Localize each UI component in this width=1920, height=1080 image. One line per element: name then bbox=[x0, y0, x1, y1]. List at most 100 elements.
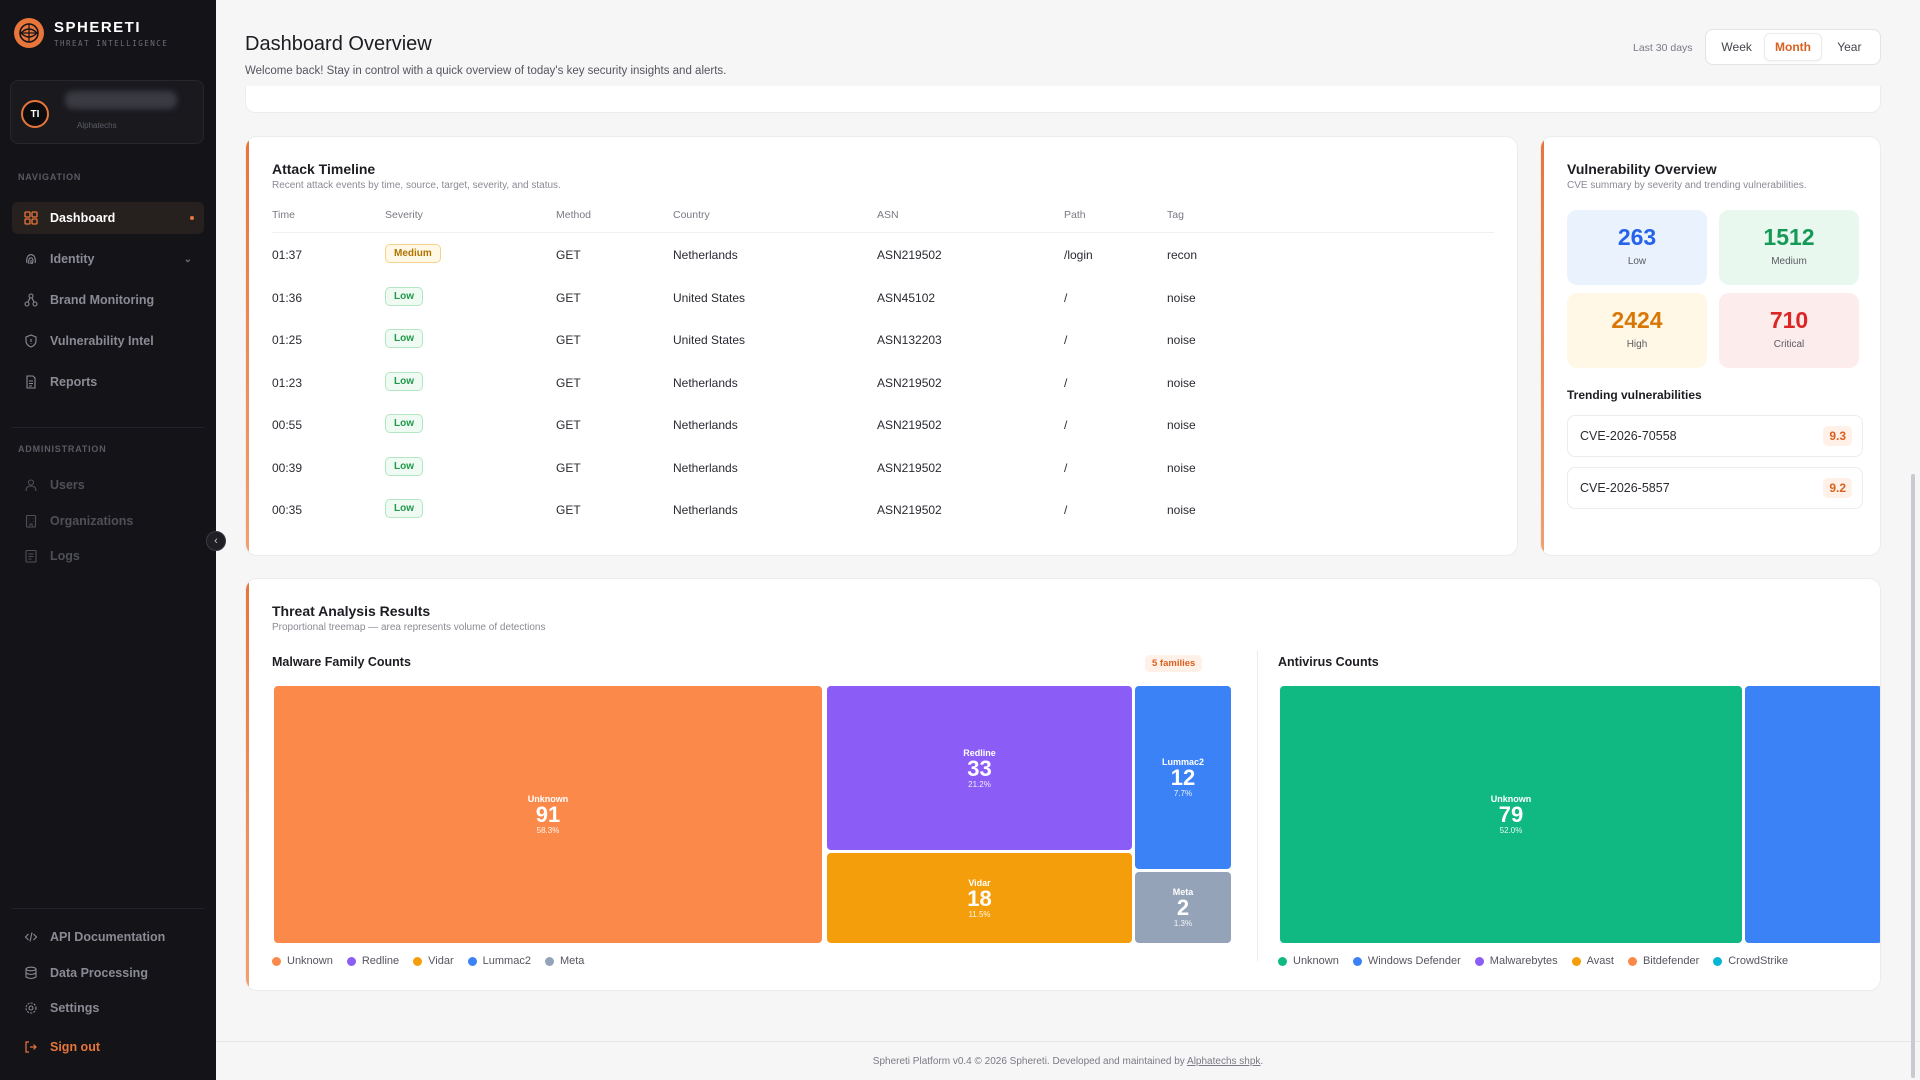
cell-tag: noise bbox=[1167, 503, 1196, 517]
cell-time: 00:39 bbox=[272, 460, 303, 475]
legend-swatch bbox=[1352, 956, 1362, 966]
legend-swatch bbox=[413, 956, 423, 966]
sidebar-item-data-processing[interactable]: Data Processing bbox=[12, 957, 204, 989]
stat-value: 710 bbox=[1769, 307, 1809, 333]
tile-name: Unknown bbox=[527, 794, 569, 804]
tile-name: Redline bbox=[963, 747, 996, 758]
table-row[interactable]: 00:39 Low GET Netherlands ASN219502 / noise bbox=[272, 446, 1494, 489]
malware-treemap-title: Malware Family Counts bbox=[272, 655, 411, 669]
legend-label: CrowdStrike bbox=[1728, 955, 1789, 967]
tile-name: Vidar bbox=[968, 877, 991, 888]
collapse-sidebar-button[interactable]: ‹ bbox=[206, 531, 226, 551]
sidebar-item-label: Settings bbox=[50, 1001, 100, 1015]
grid-icon bbox=[24, 211, 38, 225]
sidebar-item-logs[interactable]: Logs bbox=[12, 540, 204, 572]
column-header: Severity bbox=[385, 209, 423, 221]
scrollbar[interactable] bbox=[1911, 474, 1915, 1078]
antivirus-legend: Unknown Windows Defender Malwarebytes Avast… bbox=[1278, 955, 1788, 967]
legend-swatch bbox=[467, 956, 477, 966]
footer-link[interactable]: Alphatechs shpk bbox=[1187, 1056, 1261, 1067]
sidebar-item-sign-out[interactable]: Sign out bbox=[12, 1031, 204, 1063]
treemap-tile[interactable] bbox=[1745, 686, 1880, 943]
column-header: Method bbox=[556, 209, 592, 221]
cell-country: Netherlands bbox=[673, 418, 738, 432]
cell-asn: ASN45102 bbox=[877, 290, 936, 305]
sidebar-item-api-documentation[interactable]: API Documentation bbox=[12, 921, 204, 953]
cell-path: / bbox=[1064, 460, 1068, 475]
legend-item: Avast bbox=[1571, 955, 1614, 967]
sidebar-item-vulnerability-intel[interactable]: Vulnerability Intel bbox=[12, 325, 204, 357]
date-range-label: Last 30 days bbox=[1633, 42, 1693, 54]
stat-critical[interactable]: 710 Critical bbox=[1719, 293, 1859, 368]
sidebar-item-brand-monitoring[interactable]: Brand Monitoring bbox=[12, 284, 204, 316]
period-week-button[interactable]: Week bbox=[1721, 40, 1752, 54]
legend-label: Avast bbox=[1586, 955, 1614, 967]
treemap-tile[interactable]: Unknown 79 52.0% bbox=[1280, 686, 1742, 943]
trending-cve-item[interactable]: CVE-2026-70558 9.3 bbox=[1567, 415, 1863, 457]
treemap-tile[interactable]: Meta 2 1.3% bbox=[1135, 872, 1231, 943]
sidebar-item-label: Logs bbox=[50, 549, 80, 563]
tile-name: Lummac2 bbox=[1161, 757, 1205, 767]
sidebar-item-dashboard[interactable]: Dashboard bbox=[12, 202, 204, 234]
period-month-button[interactable]: Month bbox=[1764, 33, 1822, 61]
fingerprint-icon bbox=[24, 252, 38, 266]
period-year-button[interactable]: Year bbox=[1837, 40, 1862, 54]
table-row[interactable]: 01:36 Low GET United States ASN45102 / noise bbox=[272, 276, 1494, 319]
tile-percent: 21.2% bbox=[968, 779, 991, 789]
legend-label: Unknown bbox=[1293, 955, 1339, 967]
cell-method: GET bbox=[556, 290, 581, 305]
cell-asn: ASN219502 bbox=[877, 248, 942, 262]
sidebar-item-users[interactable]: Users bbox=[12, 469, 204, 501]
stat-medium[interactable]: 1512 Medium bbox=[1719, 210, 1859, 285]
treemap-tile[interactable]: Lummac2 12 7.7% bbox=[1135, 686, 1231, 869]
cell-tag: noise bbox=[1167, 375, 1196, 390]
sidebar-item-reports[interactable]: Reports bbox=[12, 366, 204, 398]
brand-tagline: THREAT INTELLIGENCE bbox=[54, 38, 169, 48]
sidebar-item-settings[interactable]: Settings bbox=[12, 992, 204, 1024]
stat-low[interactable]: 263 Low bbox=[1567, 210, 1707, 285]
cell-path: /login bbox=[1064, 248, 1093, 262]
stat-high[interactable]: 2424 High bbox=[1567, 293, 1707, 368]
legend-label: Malwarebytes bbox=[1489, 955, 1558, 967]
trending-cve-item[interactable]: CVE-2026-5857 9.2 bbox=[1567, 467, 1863, 509]
legend-item: Redline bbox=[346, 955, 399, 967]
page-title: Dashboard Overview bbox=[245, 33, 432, 55]
cell-tag: noise bbox=[1167, 418, 1196, 432]
table-row[interactable]: 00:35 Low GET Netherlands ASN219502 / noise bbox=[272, 488, 1494, 531]
table-row[interactable]: 01:37 Medium GET Netherlands ASN219502/login… bbox=[272, 233, 1494, 276]
cell-path: / bbox=[1064, 503, 1068, 517]
cell-method: GET bbox=[556, 418, 581, 432]
user-icon bbox=[24, 478, 38, 492]
sidebar-item-organizations[interactable]: Organizations bbox=[12, 505, 204, 537]
table-row[interactable]: 01:25 Low GET United States ASN132203 / noise bbox=[272, 318, 1494, 361]
code-icon bbox=[24, 930, 38, 944]
cell-method: GET bbox=[556, 333, 581, 347]
card-subtitle: CVE summary by severity and trending vul… bbox=[1567, 180, 1807, 191]
treemap-tile[interactable]: Redline 33 21.2% bbox=[827, 686, 1132, 850]
cell-tag: noise bbox=[1167, 333, 1196, 347]
legend-item: Vidar bbox=[413, 955, 454, 967]
user-card[interactable]: TI Alphatechs bbox=[10, 80, 204, 144]
cell-path: / bbox=[1064, 333, 1068, 347]
treemap-tile[interactable]: Vidar 18 11.5% bbox=[827, 853, 1132, 943]
legend-label: Bitdefender bbox=[1642, 955, 1700, 967]
legend-swatch bbox=[346, 956, 356, 966]
nav-divider bbox=[12, 427, 204, 428]
footer-divider bbox=[216, 1041, 1920, 1042]
severity-badge: Low bbox=[385, 499, 423, 518]
families-count-badge: 5 families bbox=[1145, 655, 1203, 672]
cve-id: CVE-2026-5857 bbox=[1580, 481, 1670, 495]
cell-time: 01:23 bbox=[272, 375, 303, 390]
period-toggle: Week Month Year bbox=[1705, 29, 1881, 65]
sidebar-item-identity[interactable]: Identity ⌄ bbox=[12, 243, 204, 275]
brand[interactable]: SPHERETI THREAT INTELLIGENCE bbox=[14, 18, 168, 48]
sidebar-item-label: Users bbox=[50, 478, 85, 492]
table-row[interactable]: 01:23 Low GET Netherlands ASN219502 / noise bbox=[272, 361, 1494, 404]
tile-percent: 52.0% bbox=[1499, 826, 1523, 835]
nav-divider bbox=[12, 908, 204, 909]
severity-badge: Low bbox=[385, 414, 423, 433]
table-row[interactable]: 00:55 Low GET Netherlands ASN219502 / noise bbox=[272, 403, 1494, 446]
legend-item: Bitdefender bbox=[1627, 955, 1700, 967]
cell-method: GET bbox=[556, 503, 581, 517]
treemap-tile[interactable]: Unknown 91 58.3% bbox=[274, 686, 822, 943]
